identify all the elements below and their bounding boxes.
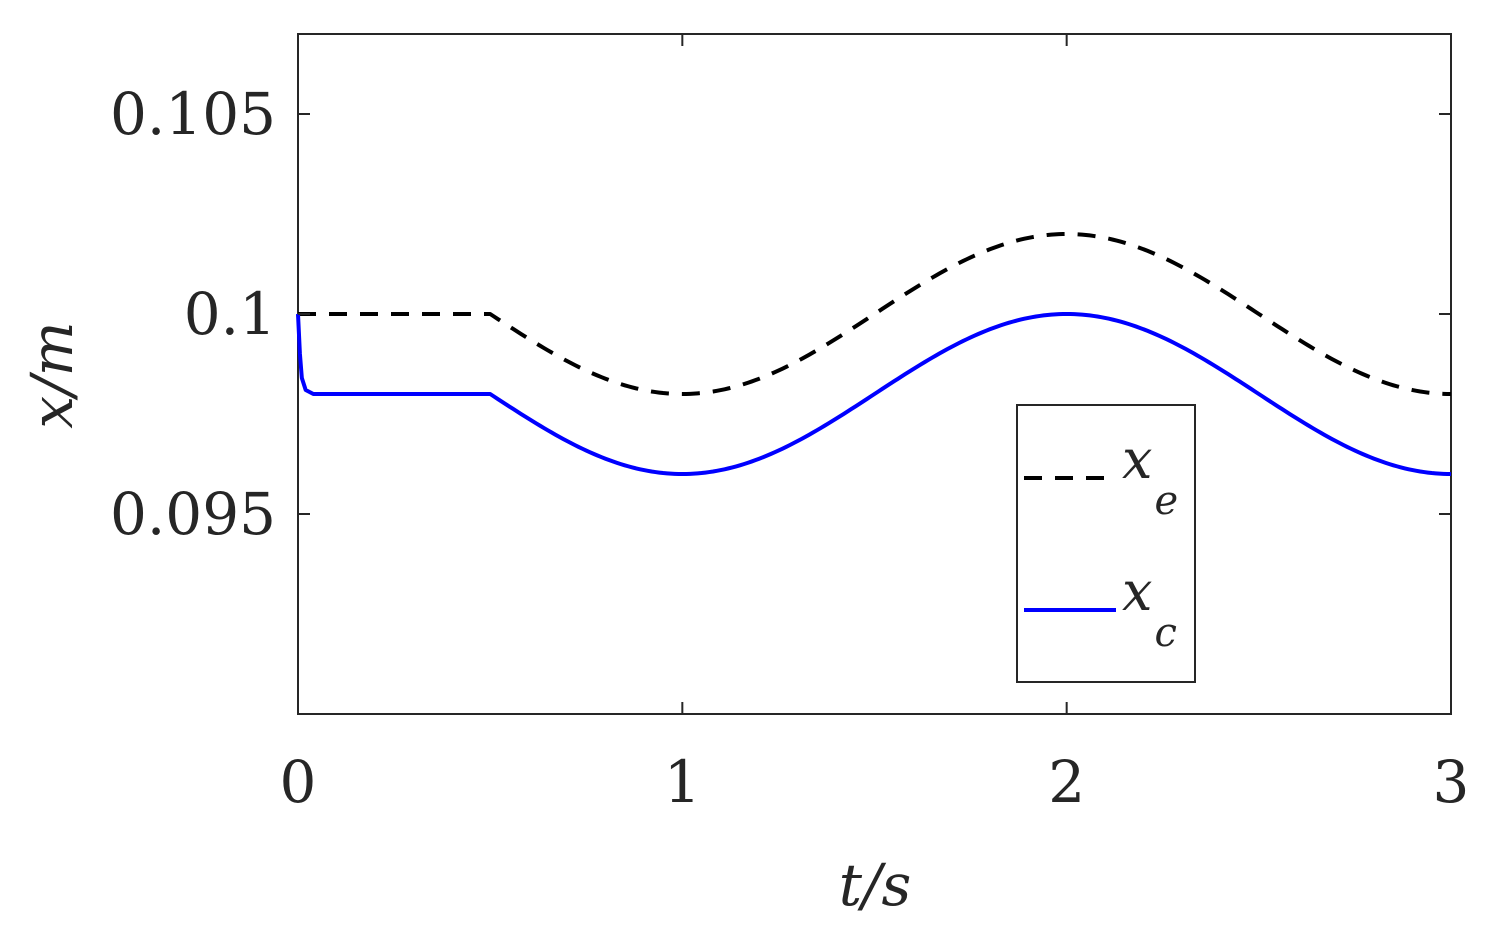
x-axis-label: t/s	[839, 851, 912, 919]
axis-labels: t/s x/m	[18, 321, 911, 919]
x-tick-label: 3	[1433, 748, 1470, 816]
y-tick-label: 0.105	[110, 80, 276, 148]
axis-ticks: 0 1 2 3 0.095 0.1 0.105	[110, 34, 1470, 816]
x-tick-label: 2	[1048, 748, 1085, 816]
y-axis-label: x/m	[18, 321, 86, 428]
series-line-x-c	[296, 312, 1452, 476]
legend: xe xc	[1016, 404, 1196, 683]
legend-box	[1016, 404, 1196, 683]
x-tick-label: 0	[280, 748, 317, 816]
series-line-x-e	[298, 232, 1452, 396]
plot-area	[296, 33, 1452, 715]
y-tick-label: 0.095	[110, 480, 276, 548]
y-tick-label: 0.1	[184, 280, 276, 348]
axes-box	[297, 33, 1452, 715]
legend-label-x-c: xc	[1122, 560, 1177, 656]
legend-label-x-e: xe	[1122, 428, 1178, 524]
x-tick-label: 1	[664, 748, 701, 816]
